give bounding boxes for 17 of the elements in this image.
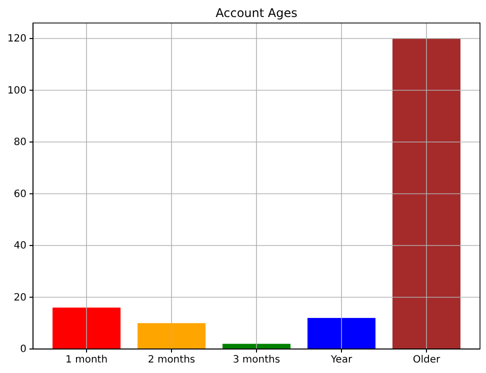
y-tick-label: 20	[14, 292, 26, 304]
y-tick-label: 80	[14, 137, 26, 148]
bar	[52, 308, 121, 349]
bar	[138, 323, 206, 349]
y-tick-label: 40	[14, 240, 26, 252]
bar	[392, 38, 460, 349]
x-tick-label: Older	[412, 354, 441, 366]
x-tick-label: 3 months	[232, 354, 280, 366]
chart-title: Account Ages	[216, 6, 298, 20]
x-tick-label: 2 months	[148, 354, 196, 366]
y-tick-label: 0	[20, 344, 26, 356]
x-tick-label: Year	[330, 354, 353, 366]
y-tick-label: 60	[14, 188, 26, 200]
x-tick-label: 1 month	[66, 354, 108, 366]
bar	[307, 318, 376, 349]
y-tick-label: 100	[7, 85, 26, 96]
y-tick-label: 120	[7, 34, 26, 45]
